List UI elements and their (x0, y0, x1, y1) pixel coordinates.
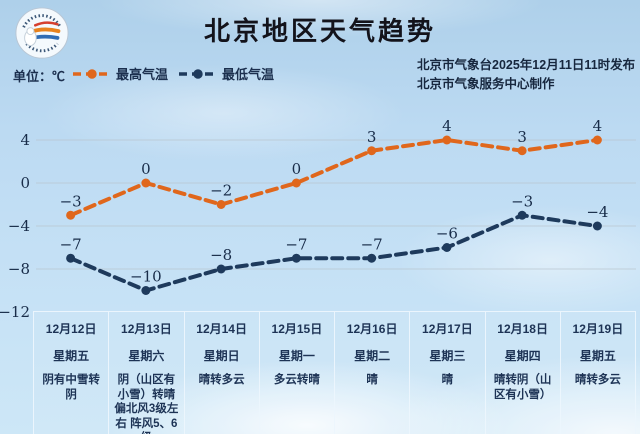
data-point (517, 146, 527, 156)
forecast-column: 12月15日 星期一 多云转晴 (260, 312, 335, 434)
data-label: 4 (593, 117, 603, 135)
low-temp-line-icon (179, 68, 218, 79)
y-tick-label: −4 (8, 217, 30, 235)
agency-logo-icon (13, 6, 71, 62)
legend-item-low: 最低气温 (178, 64, 274, 83)
data-point (141, 178, 151, 188)
y-tick-label: 4 (20, 131, 30, 149)
data-label: −10 (130, 268, 162, 286)
forecast-column: 12月12日 星期五 阴有中雪转阴 (34, 312, 110, 434)
forecast-weather: 晴 (441, 374, 454, 386)
issue-line-1: 北京市气象台2025年12月11日11时发布 (417, 58, 636, 72)
forecast-weather: 阴（山区有小雪）转晴 偏北风3级左右 阵风5、6级 (114, 374, 179, 434)
forecast-weekday: 星期五 (53, 349, 90, 363)
legend-label-high: 最高气温 (116, 67, 169, 82)
issue-info: 北京市气象台2025年12月11日11时发布 北京市气象服务中心制作 (417, 56, 635, 94)
data-point (442, 243, 452, 252)
forecast-weekday: 星期五 (579, 349, 616, 363)
data-label: −2 (210, 182, 232, 200)
data-label: −6 (436, 225, 458, 243)
forecast-weekday: 星期日 (203, 349, 240, 363)
data-label: −8 (210, 246, 232, 264)
data-label: −7 (285, 235, 307, 253)
forecast-weather: 晴转多云 (198, 374, 245, 386)
forecast-date: 12月17日 (422, 322, 473, 336)
data-point (367, 253, 377, 263)
forecast-column: 12月19日 星期五 晴转多云 (561, 312, 636, 434)
page-title: 北京地区天气趋势 (203, 17, 436, 47)
data-point (66, 210, 76, 220)
data-point (216, 200, 226, 209)
forecast-date: 12月18日 (497, 322, 548, 336)
data-point (141, 286, 151, 295)
data-label: −4 (586, 203, 608, 221)
data-point (66, 253, 76, 263)
forecast-date: 12月16日 (346, 322, 398, 336)
issue-line-2: 北京市气象服务中心制作 (417, 77, 555, 91)
data-point (367, 146, 377, 156)
data-label: −7 (60, 235, 82, 253)
forecast-column: 12月17日 星期三 晴 (410, 312, 486, 434)
forecast-date: 12月12日 (45, 322, 97, 336)
forecast-weather: 晴 (366, 374, 378, 386)
forecast-weather: 晴转多云 (574, 374, 621, 386)
chart-legend: 最高气温 最低气温 (72, 64, 274, 83)
series-line (68, 213, 600, 293)
forecast-table: 12月12日 星期五 阴有中雪转阴 12月13日 星期六 阴（山区有小雪）转晴 … (33, 311, 636, 434)
data-label: 3 (517, 128, 527, 146)
data-point (517, 210, 527, 220)
forecast-weekday: 星期三 (429, 349, 466, 363)
high-temp-line-icon (73, 68, 111, 79)
data-label: −3 (60, 192, 82, 210)
forecast-date: 12月15日 (271, 322, 323, 336)
data-point (592, 135, 602, 145)
forecast-weekday: 星期四 (504, 349, 541, 363)
forecast-column: 12月16日 星期二 晴 (335, 312, 411, 434)
data-point (442, 135, 452, 145)
forecast-weekday: 星期一 (278, 349, 315, 363)
forecast-date: 12月13日 (121, 322, 172, 336)
data-label: −7 (361, 235, 383, 253)
data-label: 4 (442, 117, 452, 135)
data-point (291, 253, 301, 263)
data-label: −3 (511, 192, 533, 210)
data-label: 3 (367, 128, 377, 146)
legend-label-low: 最低气温 (222, 67, 275, 82)
y-tick-label: −12 (0, 303, 30, 321)
unit-label: 单位：℃ (13, 69, 66, 84)
forecast-weekday: 星期六 (128, 349, 165, 363)
data-point (216, 264, 226, 274)
forecast-date: 12月19日 (572, 322, 624, 336)
y-tick-label: −8 (8, 260, 30, 278)
data-point (592, 221, 602, 231)
forecast-weekday: 星期二 (354, 349, 391, 363)
forecast-date: 12月14日 (196, 322, 247, 336)
series-line (68, 137, 600, 218)
forecast-column: 12月13日 星期六 阴（山区有小雪）转晴 偏北风3级左右 阵风5、6级 (109, 312, 185, 434)
forecast-weather: 阴有中雪转阴 (42, 374, 100, 401)
data-label: 0 (141, 160, 151, 178)
forecast-column: 12月14日 星期日 晴转多云 (185, 312, 260, 434)
data-point (291, 178, 301, 188)
forecast-column: 12月18日 星期四 晴转阴（山区有小雪） (486, 312, 561, 434)
forecast-weather: 晴转阴（山区有小雪） (493, 374, 552, 401)
y-tick-label: 0 (20, 174, 30, 192)
legend-item-high: 最高气温 (72, 64, 168, 83)
data-label: 0 (292, 160, 302, 178)
forecast-weather: 多云转晴 (273, 374, 320, 386)
